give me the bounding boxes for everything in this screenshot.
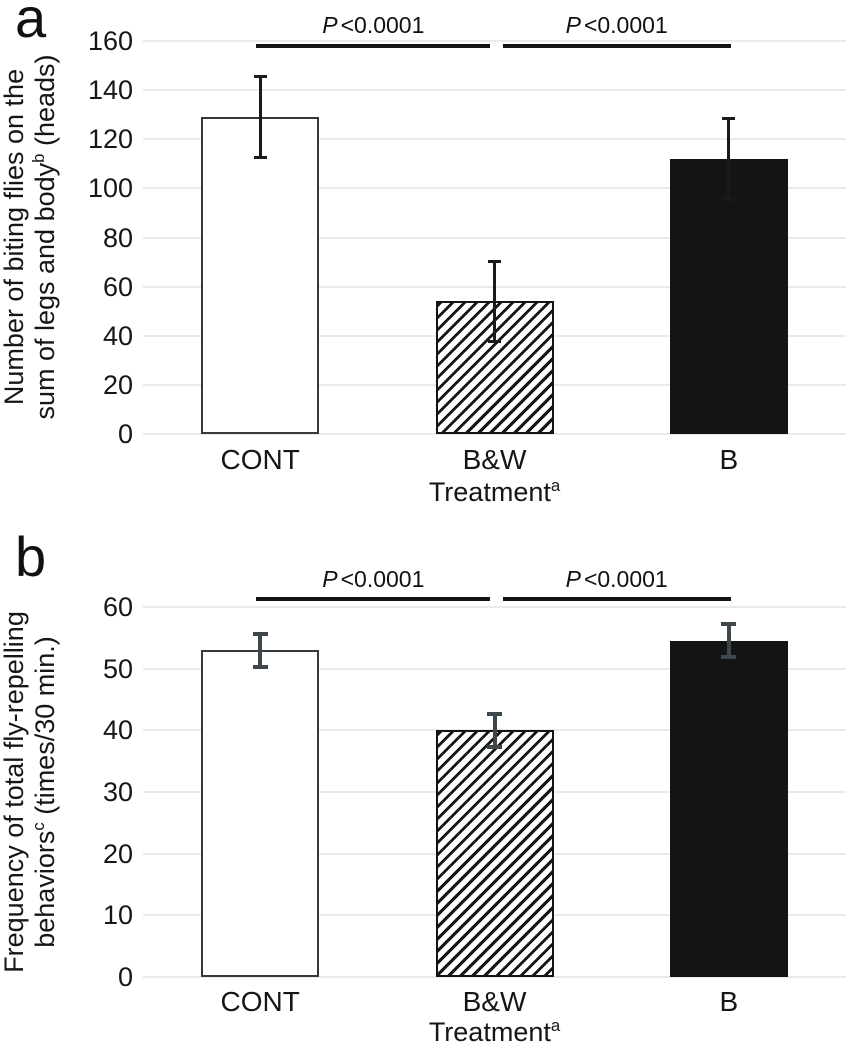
x-category-label: B&W — [462, 444, 527, 475]
y-tick-label: 50 — [102, 653, 133, 684]
error-bar-cap-bottom — [252, 664, 268, 669]
error-bar-cap-bottom — [487, 744, 502, 749]
significance-line — [256, 597, 491, 601]
y-tick-label: 20 — [102, 838, 133, 869]
error-bar-line — [258, 75, 262, 159]
gridline — [143, 187, 846, 190]
bar-b — [669, 640, 788, 977]
x-category-label: CONT — [220, 986, 300, 1017]
error-bar-cap-top — [252, 631, 268, 636]
error-bar-line — [727, 117, 731, 201]
y-tick-label: 100 — [87, 173, 133, 204]
p-value-label: P <0.0001 — [322, 566, 425, 592]
error-bar-line — [258, 631, 263, 669]
x-category-label: B — [719, 986, 739, 1017]
y-tick-label: 20 — [102, 369, 133, 400]
y-axis-title: Number of biting flies on the sum of legs… — [0, 54, 60, 420]
error-bar-cap-bottom — [253, 155, 267, 159]
error-bar-cap-top — [488, 259, 501, 263]
panel-b-letter: b — [15, 525, 47, 588]
gridline — [143, 667, 846, 670]
significance-line — [502, 44, 731, 48]
x-axis-title: Treatmenta — [428, 476, 561, 507]
bar-cont — [201, 117, 320, 434]
bar-b-w — [435, 301, 554, 434]
y-tick-label: 60 — [102, 592, 133, 622]
gridline — [143, 606, 846, 608]
y-tick-label: 160 — [87, 26, 133, 56]
error-bar-cap-top — [487, 711, 502, 716]
y-tick-label: 0 — [117, 962, 133, 992]
error-bar-cap-top — [722, 117, 736, 121]
significance-line — [502, 597, 731, 601]
y-tick-label: 40 — [102, 715, 133, 746]
bar-cont — [201, 650, 320, 977]
error-bar-cap-top — [721, 622, 737, 627]
error-bar-line — [493, 259, 496, 344]
error-bar-cap-bottom — [488, 340, 501, 344]
x-category-label: B&W — [462, 986, 527, 1017]
p-value-label: P <0.0001 — [565, 566, 668, 592]
bar-b-w — [435, 730, 554, 977]
gridline — [143, 433, 846, 435]
gridline — [143, 236, 846, 239]
p-value-label: P <0.0001 — [565, 12, 668, 38]
bar-b — [669, 158, 788, 434]
y-tick-label: 10 — [102, 900, 133, 931]
panel-a-letter: a — [15, 0, 47, 49]
gridline — [143, 40, 846, 42]
error-bar-cap-bottom — [722, 197, 736, 201]
x-category-label: B — [719, 444, 739, 475]
error-bar-line — [492, 711, 497, 749]
error-bar-cap-bottom — [721, 655, 737, 660]
significance-line — [256, 44, 491, 48]
y-tick-label: 80 — [102, 222, 133, 253]
y-tick-label: 40 — [102, 320, 133, 351]
y-tick-label: 0 — [117, 419, 133, 449]
gridline — [143, 976, 846, 978]
y-tick-label: 30 — [102, 777, 133, 807]
y-tick-label: 120 — [87, 124, 133, 155]
error-bar-cap-top — [253, 75, 267, 79]
p-value-label: P <0.0001 — [322, 12, 425, 38]
y-tick-label: 140 — [87, 75, 133, 106]
error-bar-line — [726, 622, 731, 660]
y-axis-title: Frequency of total fly-repelling behavior… — [0, 611, 60, 973]
x-category-label: CONT — [220, 444, 300, 475]
gridline — [143, 89, 846, 92]
gridline — [143, 138, 846, 141]
y-tick-label: 60 — [102, 271, 133, 302]
x-axis-title: Treatmenta — [428, 1016, 561, 1045]
